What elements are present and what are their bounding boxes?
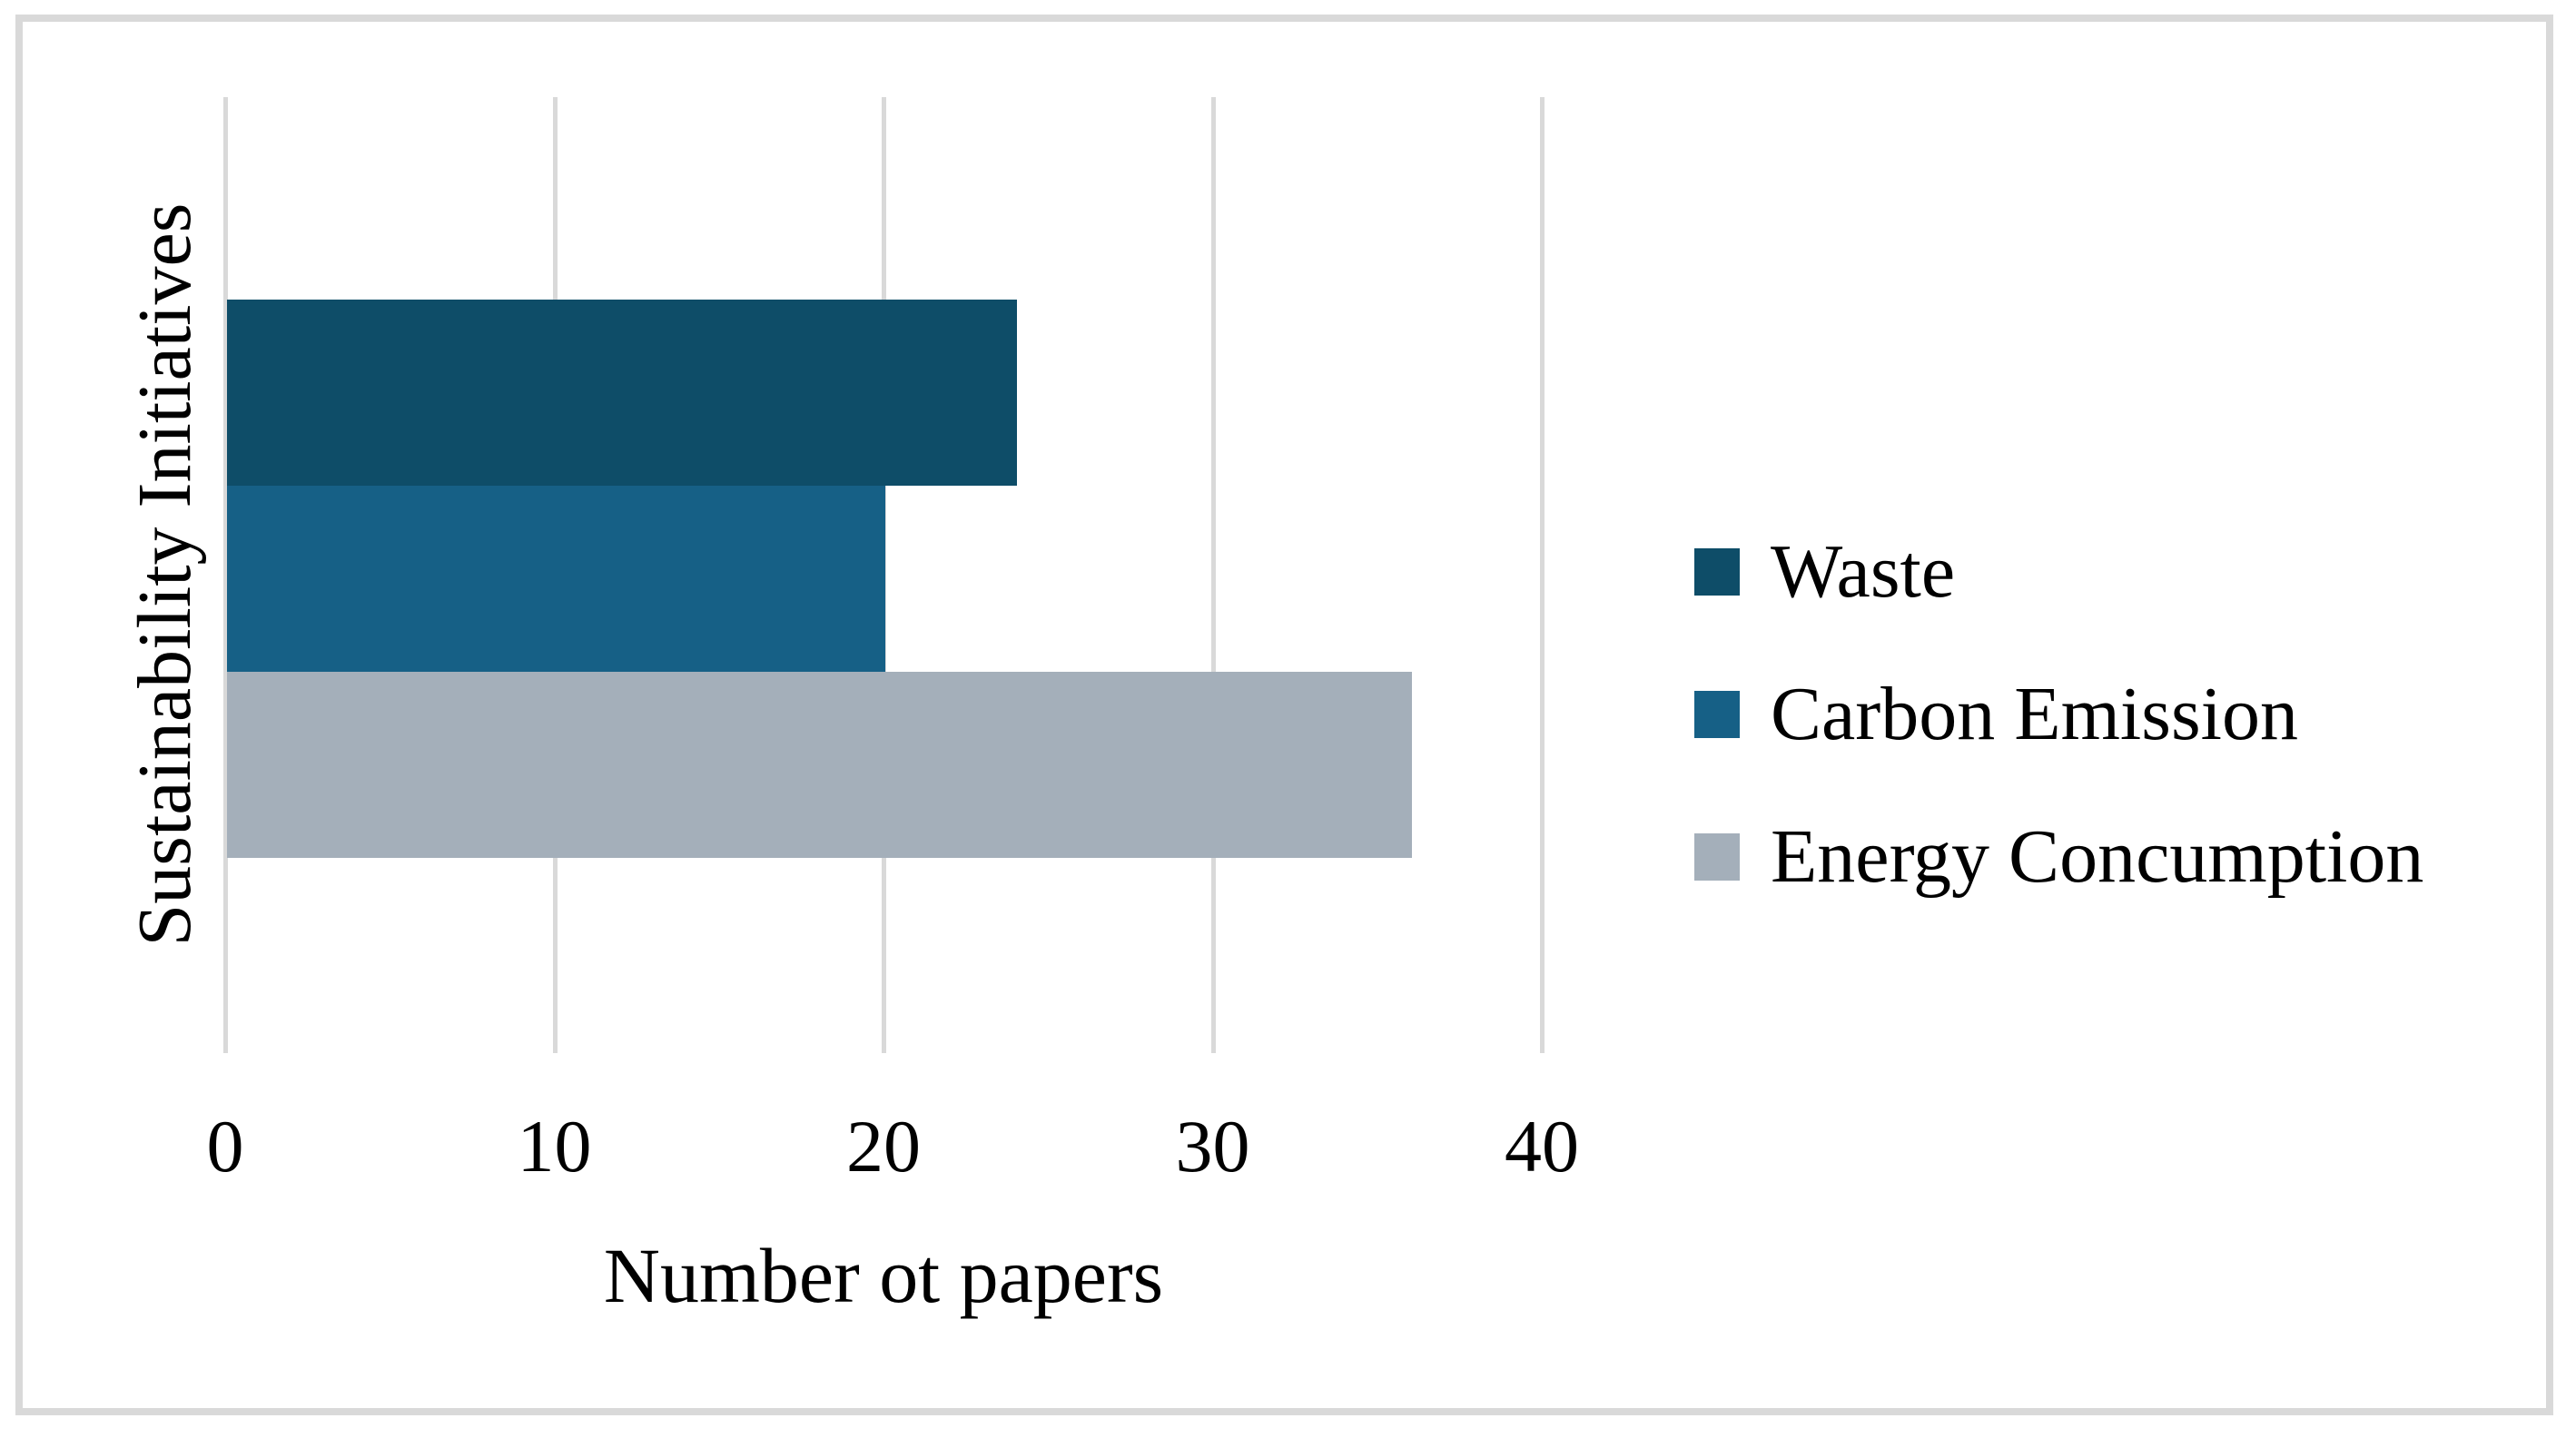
legend-label: Carbon Emission bbox=[1771, 672, 2298, 756]
legend-item-carbon-emission: Carbon Emission bbox=[1694, 676, 2298, 753]
legend-label: Energy Concumption bbox=[1771, 814, 2424, 899]
plot-area bbox=[223, 97, 1596, 1053]
bar-carbon-emission bbox=[227, 486, 885, 672]
legend-label: Waste bbox=[1771, 529, 1956, 614]
gridline-x-30 bbox=[1210, 97, 1216, 1053]
gridline-x-0 bbox=[223, 97, 228, 1053]
figure-border bbox=[15, 15, 2553, 1415]
x-tick-label-0: 0 bbox=[206, 1105, 244, 1187]
legend-swatch-icon bbox=[1694, 833, 1740, 881]
x-tick-label-20: 20 bbox=[846, 1105, 921, 1187]
legend-item-waste: Waste bbox=[1694, 534, 1955, 610]
legend-swatch-icon bbox=[1694, 691, 1740, 738]
legend-item-energy-concumption: Energy Concumption bbox=[1694, 819, 2423, 895]
bar-energy-concumption bbox=[227, 672, 1412, 858]
bar-waste bbox=[227, 300, 1017, 486]
y-axis-title: Sustainability Initiatives bbox=[123, 202, 207, 947]
x-tick-label-10: 10 bbox=[517, 1105, 592, 1187]
legend-swatch-icon bbox=[1694, 548, 1740, 596]
x-tick-label-40: 40 bbox=[1505, 1105, 1579, 1187]
x-tick-label-30: 30 bbox=[1175, 1105, 1250, 1187]
x-axis-title: Number ot papers bbox=[603, 1232, 1164, 1319]
gridline-x-40 bbox=[1540, 97, 1545, 1053]
